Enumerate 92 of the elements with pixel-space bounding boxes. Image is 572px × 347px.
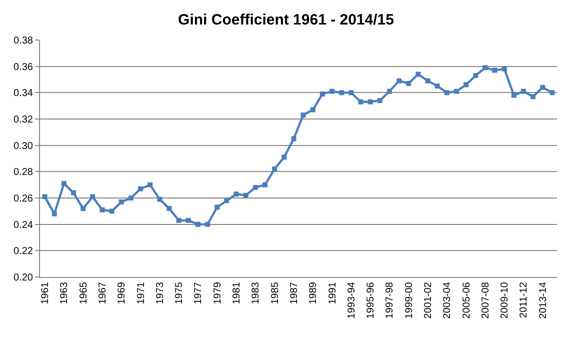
point [166, 206, 172, 212]
point [377, 98, 382, 104]
y-tick-label: 0.28 [14, 167, 34, 178]
point [454, 88, 459, 94]
y-tick-label: 0.26 [14, 194, 34, 204]
y-tick-label: 0.22 [14, 246, 34, 258]
x-tick-label: 2007-08 [480, 282, 492, 319]
point [234, 192, 239, 197]
x-tick-label: 1981 [232, 282, 243, 304]
point [118, 199, 124, 204]
point [368, 99, 373, 104]
point [243, 192, 248, 198]
x-tick-label: 1963 [59, 282, 70, 304]
point [195, 222, 200, 227]
point [291, 136, 296, 142]
point [224, 198, 230, 204]
point [348, 90, 354, 96]
point [148, 182, 153, 188]
point [406, 80, 412, 86]
point [109, 208, 114, 214]
point [272, 166, 278, 172]
point [416, 72, 421, 77]
x-tick-label: 2005-06 [461, 282, 472, 319]
point [540, 84, 546, 90]
point [138, 186, 144, 192]
x-tick-label: 2013-14 [538, 282, 549, 319]
x-tick-label: 1961 [40, 282, 52, 304]
point [80, 206, 86, 212]
point [310, 107, 316, 112]
point [157, 196, 162, 202]
point [90, 194, 96, 200]
point [252, 184, 258, 190]
x-tick-label: 2001-02 [423, 282, 434, 319]
x-tick-label: 2009-10 [500, 282, 511, 319]
point [444, 90, 450, 96]
point [520, 88, 526, 94]
point [186, 218, 191, 223]
point [71, 190, 76, 196]
point [300, 112, 306, 118]
point [434, 84, 440, 89]
y-tick-label: 0.20 [14, 272, 34, 284]
point [530, 94, 536, 100]
point [282, 154, 287, 160]
x-tick-label: 1985 [270, 282, 281, 304]
point [358, 99, 364, 104]
chart-title: Gini Coefficient 1961 - 2014/15 [178, 11, 394, 28]
x-tick-label: 1997-98 [384, 282, 396, 319]
y-tick-label: 0.32 [14, 114, 34, 126]
x-tick-label: 1973 [154, 282, 166, 304]
point [464, 82, 469, 88]
point [205, 222, 210, 227]
y-tick-label: 0.24 [14, 220, 34, 231]
x-tick-label: 1983 [250, 282, 262, 304]
point [128, 196, 134, 200]
point [100, 207, 105, 212]
x-tick-label: 1975 [174, 282, 186, 304]
point [482, 65, 488, 70]
x-tick-label: 1987 [288, 282, 300, 304]
x-tick-label: 1993-94 [346, 282, 358, 319]
x-tick-label: 1969 [116, 282, 128, 304]
x-tick-label: 1977 [193, 282, 204, 304]
point [61, 181, 66, 186]
point [511, 92, 516, 98]
point [42, 194, 48, 200]
x-tick-label: 2011-12 [518, 282, 530, 318]
point [320, 91, 325, 96]
x-tick-label: 1999-00 [404, 282, 415, 319]
x-tick-label: 1967 [97, 282, 108, 304]
point [396, 78, 402, 84]
point [214, 204, 220, 210]
x-tick-label: 1995-96 [366, 282, 377, 319]
x-tick-label: 1991 [327, 282, 338, 304]
point [330, 88, 335, 94]
point [550, 90, 555, 96]
y-tick-label: 0.34 [14, 88, 34, 100]
point [339, 90, 344, 96]
point [473, 73, 478, 78]
point [262, 182, 268, 188]
x-tick-label: 1965 [78, 282, 90, 304]
point [492, 68, 498, 73]
point [386, 88, 392, 94]
point [52, 211, 57, 216]
y-tick-label: 0.30 [14, 140, 34, 152]
point [176, 218, 182, 223]
x-tick-label: 1979 [212, 282, 224, 304]
x-tick-label: 1971 [136, 282, 147, 304]
y-tick-label: 0.36 [14, 62, 34, 73]
point [502, 66, 507, 72]
x-tick-label: 2003-04 [442, 282, 454, 319]
point [425, 78, 430, 84]
x-tick-label: 1989 [308, 282, 320, 304]
y-tick-label: 0.38 [14, 36, 34, 46]
